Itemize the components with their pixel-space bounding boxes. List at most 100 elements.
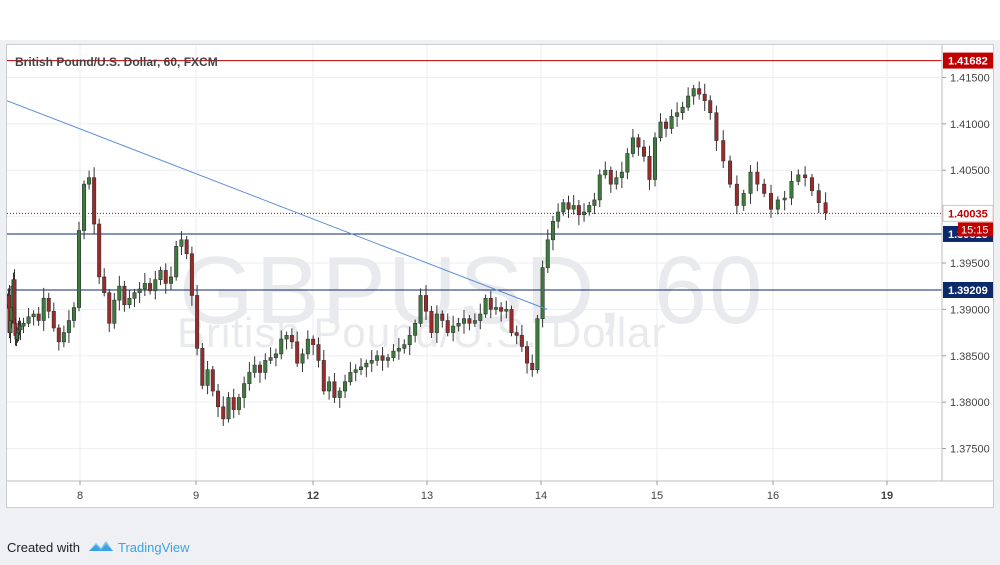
candle-up (796, 174, 801, 182)
candle-up (550, 220, 555, 241)
candle-down (316, 344, 321, 361)
candle-up (556, 211, 561, 222)
candle-down (216, 390, 221, 408)
candle-up (478, 313, 483, 321)
candle-up (236, 397, 241, 410)
candle-down (708, 100, 713, 114)
candle-up (418, 295, 423, 324)
price-tick-label: 1.38000 (950, 397, 990, 409)
candle-down (762, 183, 767, 194)
candle-down (714, 112, 719, 141)
current-price-tag (942, 204, 993, 222)
top-toolbar (0, 0, 1000, 40)
candle-up (561, 202, 566, 213)
candle-down (231, 397, 236, 410)
candle-up (603, 169, 608, 176)
candle-up (597, 174, 602, 201)
candle-up (669, 116, 674, 129)
candle-up (775, 199, 780, 210)
candle-down (697, 88, 702, 95)
time-tick-label: 9 (193, 490, 199, 502)
price-tick-label: 1.41500 (950, 72, 990, 84)
candle-up (153, 279, 158, 292)
price-level-tag (943, 281, 993, 298)
candle-down (664, 121, 669, 129)
price-tick-label: 1.39000 (950, 304, 990, 316)
candle-up (61, 332, 66, 343)
candle-up (21, 322, 26, 327)
candle-up (300, 353, 305, 364)
candle-up (348, 372, 353, 383)
candle-up (71, 307, 76, 321)
tradingview-logo-icon[interactable] (88, 538, 114, 554)
candle-down (440, 313, 445, 321)
candle-up (205, 369, 210, 386)
candle-up (630, 137, 635, 154)
trendline[interactable] (7, 100, 548, 310)
candle-down (189, 253, 194, 296)
price-tick-label: 1.40500 (950, 165, 990, 177)
candle-up (493, 307, 498, 310)
candle-up (305, 338, 310, 355)
candle-up (117, 285, 122, 301)
candle-up (652, 137, 657, 180)
candle-up (587, 205, 592, 213)
candle-down (257, 364, 262, 373)
price-tick-label: 1.38500 (950, 351, 990, 363)
candle-down (97, 223, 102, 278)
candle-down (734, 183, 739, 206)
candle-down (210, 369, 215, 392)
candle-up (571, 205, 576, 210)
price-chart[interactable]: GBPUSD, 60 British Pound/U.S. Dollar 1.3… (7, 45, 993, 507)
price-axis[interactable] (942, 45, 993, 481)
candle-up (273, 353, 278, 358)
candle-up (369, 360, 374, 364)
candle-down (200, 348, 205, 386)
candle-down (148, 283, 153, 292)
candle-up (66, 320, 71, 333)
tradingview-link[interactable]: TradingView (118, 540, 190, 555)
candle-up (375, 355, 380, 361)
chart-symbol-title: British Pound/U.S. Dollar, 60, FXCM (15, 55, 218, 69)
candle-up (87, 177, 92, 185)
time-tick-label: 19 (881, 490, 893, 502)
candle-down (768, 193, 773, 210)
time-tick-label: 12 (307, 490, 319, 502)
created-with-text: Created with (7, 540, 80, 555)
candle-up (364, 362, 369, 368)
candle-down (332, 381, 337, 398)
candle-up (461, 318, 466, 324)
candle-down (728, 160, 733, 185)
candle-up (168, 276, 173, 284)
candle-down (608, 169, 613, 185)
candle-down (289, 335, 294, 343)
candle-up (625, 153, 630, 173)
candle-up (391, 350, 396, 358)
candle-down (755, 171, 760, 185)
candle-down (566, 202, 571, 210)
time-tick-label: 14 (535, 490, 547, 502)
candle-down (445, 320, 450, 333)
price-tick-label: 1.37500 (950, 444, 990, 456)
candle-down (107, 292, 112, 324)
candle-down (36, 313, 41, 321)
candle-up (18, 325, 23, 331)
candle-up (741, 193, 746, 206)
chart-panel[interactable]: GBPUSD, 60 British Pound/U.S. Dollar 1.3… (6, 44, 994, 508)
candle-down (56, 327, 61, 343)
footer: Created with TradingView (0, 528, 1000, 565)
candle-up (26, 316, 31, 324)
candle-up (132, 292, 137, 299)
candle-up (82, 183, 87, 231)
price-tick-label: 1.39500 (950, 258, 990, 270)
candle-up (782, 197, 787, 201)
candle-down (295, 341, 300, 364)
candle-up (158, 270, 163, 280)
candle-down (514, 332, 519, 336)
candle-down (816, 190, 821, 204)
candle-up (142, 283, 147, 290)
candle-up (343, 381, 348, 392)
candle-down (423, 295, 428, 312)
candle-down (92, 177, 97, 225)
candle-down (809, 177, 814, 191)
